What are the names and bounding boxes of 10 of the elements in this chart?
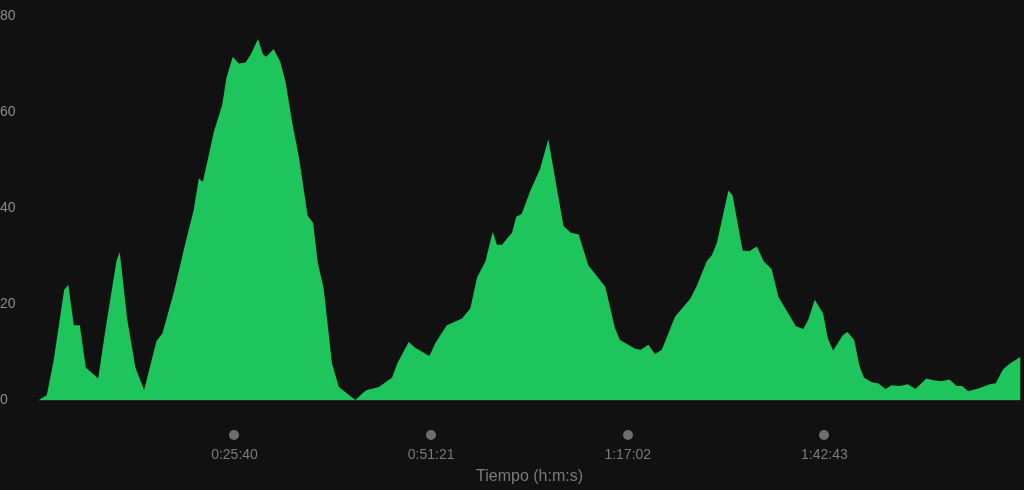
x-axis-title: Tiempo (h:m:s) [476, 466, 583, 484]
x-tick-label: 1:42:43 [801, 446, 848, 463]
y-tick-label: 0 [0, 390, 8, 407]
y-tick-label: 40 [0, 199, 16, 216]
x-tick-label: 0:25:40 [211, 446, 259, 463]
x-tick-label: 1:17:02 [604, 446, 652, 463]
y-tick-label: 20 [0, 294, 16, 311]
y-tick-label: 60 [0, 103, 16, 120]
y-tick-label: 80 [0, 7, 16, 24]
x-tick-label: 0:51:21 [407, 446, 455, 463]
